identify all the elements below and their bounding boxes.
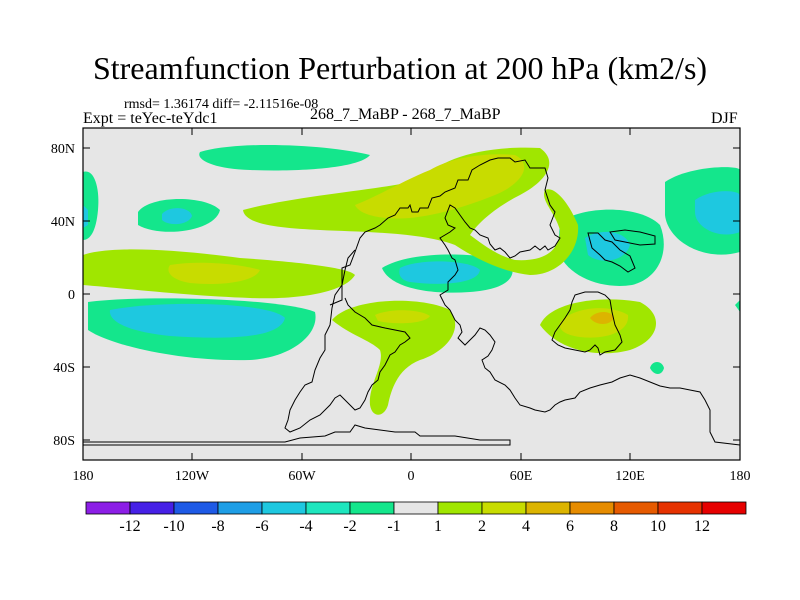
colorbar-box — [173, 501, 219, 515]
lon-label: 0 — [408, 469, 415, 484]
australia-coastline — [551, 291, 623, 356]
colorbar-box — [261, 501, 307, 515]
contour-negative-mid — [695, 191, 740, 235]
colorbar-box — [349, 501, 395, 515]
colorbar-label: -4 — [299, 518, 312, 535]
colorbar-box — [525, 501, 571, 515]
contour-negative — [650, 362, 664, 374]
colorbar-box — [657, 501, 703, 515]
subtitle-label: 268_7_MaBP - 268_7_MaBP — [310, 106, 501, 123]
lat-label: 40N — [51, 215, 75, 230]
map-background — [83, 128, 740, 460]
colorbar-label: 2 — [478, 518, 486, 535]
antarctica-coastline — [83, 424, 511, 446]
colorbar-box — [437, 501, 483, 515]
lon-label: 60W — [288, 469, 316, 484]
colorbar-label: -2 — [343, 518, 356, 535]
contour-negative-mid — [585, 231, 630, 261]
colorbar-label: -1 — [387, 518, 400, 535]
colorbar-label: 12 — [694, 518, 710, 535]
lon-label: 180 — [73, 469, 94, 484]
colorbar-label: 1 — [434, 518, 442, 535]
asia-east-coastline — [587, 232, 636, 273]
asia-northeast-coastline — [609, 229, 656, 246]
lon-label: 120W — [175, 469, 210, 484]
colorbar-box — [129, 501, 175, 515]
lat-ticks — [83, 147, 740, 441]
contour-positive-mid — [168, 262, 260, 284]
contour-positive-mid — [375, 310, 430, 324]
lon-ticks — [82, 128, 741, 460]
contour-positive-mid — [355, 154, 525, 219]
coastlines — [83, 157, 741, 446]
lon-label: 180 — [730, 469, 751, 484]
contour-fill — [83, 144, 740, 415]
colorbar-label: -6 — [255, 518, 268, 535]
lat-label: 0 — [68, 288, 75, 303]
colorbar-box — [613, 501, 659, 515]
contour-negative-mid — [109, 303, 285, 338]
colorbar-box — [305, 501, 351, 515]
colorbar-box — [393, 501, 439, 515]
colorbar-label: -10 — [163, 518, 184, 535]
south-america-coastline — [284, 249, 411, 433]
stats-label: rmsd= 1.36174 diff= -2.11516e-08 — [124, 97, 319, 112]
contour-negative-mid — [399, 261, 480, 284]
lat-label: 80N — [51, 142, 75, 157]
colorbar-label: 6 — [566, 518, 574, 535]
contour-negative-mid — [83, 205, 88, 228]
colorbar-box — [701, 501, 747, 515]
colorbar-box — [217, 501, 263, 515]
lat-label: 80S — [53, 434, 75, 449]
contour-negative — [199, 144, 370, 171]
lat-labels: 80N 40N 0 40S 80S — [51, 142, 75, 449]
colorbar-label: 4 — [522, 518, 530, 535]
contour-negative — [735, 300, 740, 312]
colorbar-box — [569, 501, 615, 515]
lon-label: 120E — [615, 469, 645, 484]
colorbar-box — [481, 501, 527, 515]
colorbar — [85, 501, 747, 515]
colorbar-label: 10 — [650, 518, 666, 535]
lon-label: 60E — [510, 469, 533, 484]
continents-coastline — [329, 157, 741, 446]
contour-positive — [332, 300, 456, 415]
experiment-label: Expt = teYec-teYdc1 — [83, 110, 218, 127]
season-label: DJF — [711, 110, 738, 127]
colorbar-box — [85, 501, 131, 515]
colorbar-label: -8 — [211, 518, 224, 535]
plot-title: Streamfunction Perturbation at 200 hPa (… — [92, 50, 708, 86]
contour-negative-mid — [162, 208, 192, 225]
colorbar-label: 8 — [610, 518, 618, 535]
lon-labels: 180 120W 60W 0 60E 120E 180 — [73, 469, 751, 484]
contour-positive-high — [590, 312, 614, 324]
colorbar-label: -12 — [119, 518, 140, 535]
colorbar-labels: -12 -10 -8 -6 -4 -2 -1 1 2 4 6 8 10 12 — [119, 518, 710, 535]
lat-label: 40S — [53, 361, 75, 376]
